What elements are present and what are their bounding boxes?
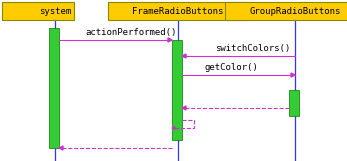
Text: switchColors(): switchColors() xyxy=(215,44,290,53)
Bar xyxy=(108,2,248,20)
Text: FrameRadioButtons: FrameRadioButtons xyxy=(132,6,224,15)
Polygon shape xyxy=(168,38,172,42)
Bar xyxy=(49,28,59,148)
Text: GroupRadioButtons: GroupRadioButtons xyxy=(249,6,341,15)
Bar xyxy=(225,2,347,20)
Text: system: system xyxy=(39,6,71,15)
Polygon shape xyxy=(182,54,186,58)
Polygon shape xyxy=(172,127,175,129)
Polygon shape xyxy=(291,73,295,77)
Bar xyxy=(2,2,74,20)
Polygon shape xyxy=(59,146,63,150)
Text: getColor(): getColor() xyxy=(205,63,259,72)
Bar xyxy=(289,90,299,116)
Bar xyxy=(172,40,182,140)
Text: actionPerformed(): actionPerformed() xyxy=(85,28,176,37)
Polygon shape xyxy=(182,106,186,110)
